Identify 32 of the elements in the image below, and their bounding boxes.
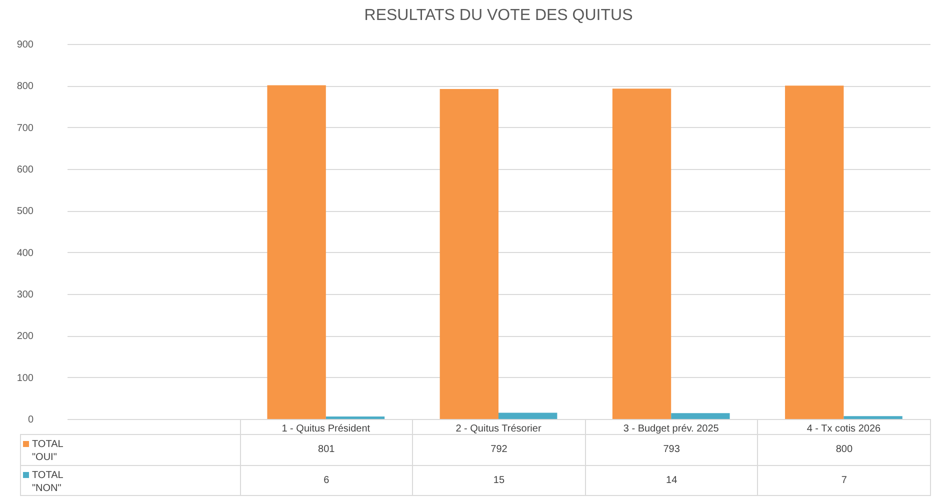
bar: [498, 412, 558, 419]
y-tick-label: 900: [16, 40, 34, 50]
bar: [671, 413, 730, 419]
data-label: 792: [412, 434, 586, 466]
data-label: 800: [757, 434, 931, 466]
x-tick-label: 3 - Budget prév. 2025: [623, 424, 720, 434]
data-label: 801: [240, 434, 414, 466]
y-tick-label: 100: [16, 372, 34, 384]
y-tick-label: 700: [16, 122, 34, 134]
data-label: 14: [584, 464, 758, 496]
bar: [267, 85, 326, 419]
y-tick-label: 400: [16, 248, 34, 259]
data-label: 6: [240, 464, 414, 496]
bar: [785, 86, 844, 419]
y-tick-label: 0: [28, 414, 34, 426]
y-tick-label: 200: [16, 331, 34, 342]
legend-label: TOTAL "OUI": [32, 438, 64, 464]
bar: [440, 89, 498, 419]
y-tick-label: 600: [16, 164, 34, 176]
x-tick-label: 2 - Quitus Trésorier: [456, 424, 542, 434]
data-label: 7: [757, 464, 931, 496]
y-tick-label: 500: [16, 206, 34, 218]
bar: [612, 88, 672, 419]
data-label: 793: [584, 434, 758, 466]
data-label: 15: [412, 464, 586, 496]
legend-label: TOTAL "NON": [32, 468, 64, 494]
y-tick-label: 800: [16, 81, 34, 92]
x-tick-label: 4 - Tx cotis 2026: [806, 424, 882, 434]
bar: [844, 416, 902, 419]
chart-title: RESULTATS DU VOTE DES QUITUS: [364, 7, 633, 24]
x-tick-label: 1 - Quitus Président: [282, 424, 370, 434]
y-tick-label: 300: [16, 290, 34, 300]
